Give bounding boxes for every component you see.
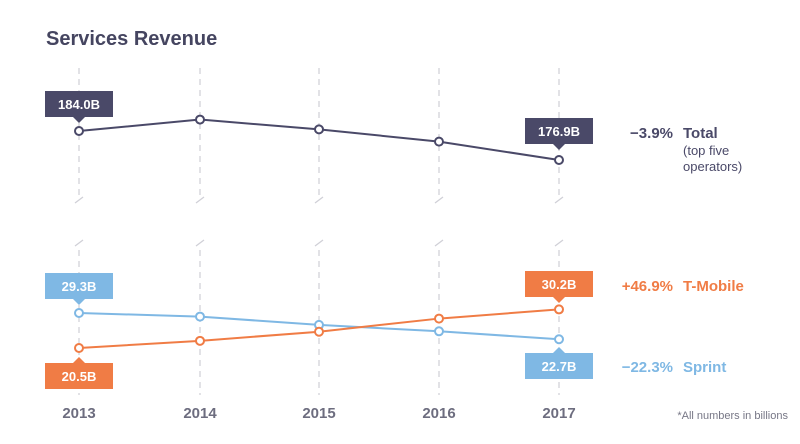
tmobile-start-label-box (45, 363, 113, 389)
total-start-label: 184.0B (58, 97, 100, 112)
axis-break-mark (314, 196, 324, 204)
sprint-point-2017 (554, 334, 564, 345)
axis-break-mark (195, 196, 205, 204)
tmobile-point-2014 (195, 335, 205, 346)
axis-break-mark (314, 239, 324, 247)
axis-break-mark (554, 239, 564, 247)
axis-break-mark (74, 239, 84, 247)
total-sublabel-line1: (top five (683, 143, 729, 158)
x-tick-label: 2017 (542, 405, 575, 422)
total-start-label-pointer (73, 117, 85, 123)
tmobile-end-label-box (525, 271, 593, 297)
sprint-point-2014 (195, 311, 205, 322)
total-point-2013 (74, 126, 84, 136)
sprint-start-label-box (45, 273, 113, 299)
x-tick-label: 2016 (422, 405, 455, 422)
sprint-series-name: Sprint (683, 359, 726, 376)
total-start-label-box (45, 91, 113, 117)
total-point-2014 (195, 114, 205, 125)
sprint-start-label: 29.3B (62, 279, 97, 294)
tmobile-end-label: 30.2B (542, 277, 577, 292)
footnote: *All numbers in billions (677, 410, 788, 422)
total-sublabel-line2: operators) (683, 159, 742, 174)
sprint-end-label-box (525, 353, 593, 379)
sprint-end-label: 22.7B (542, 359, 577, 374)
total-point-2015 (314, 124, 324, 135)
axis-break-mark (74, 196, 84, 204)
tmobile-start-label: 20.5B (62, 369, 97, 384)
total-end-label-box (525, 118, 593, 144)
sprint-point-2016 (434, 326, 444, 337)
axis-break-mark (434, 196, 444, 204)
axis-break-mark (195, 239, 205, 247)
sprint-end-label-pointer (553, 347, 565, 353)
total-change: −3.9% (630, 125, 673, 142)
tmobile-start-label-pointer (73, 357, 85, 363)
x-tick-label: 2015 (302, 405, 335, 422)
total-end-label: 176.9B (538, 124, 580, 139)
sprint-start-label-pointer (73, 299, 85, 305)
axis-break-mark (434, 239, 444, 247)
x-tick-label: 2014 (183, 405, 217, 422)
axis-break-mark (554, 196, 564, 204)
tmobile-point-2015 (314, 326, 324, 337)
tmobile-point-2017 (554, 304, 564, 315)
total-end-label-pointer (553, 144, 565, 150)
tmobile-point-2016 (434, 313, 444, 324)
sprint-change: −22.3% (622, 359, 673, 376)
tmobile-series-name: T-Mobile (683, 278, 744, 295)
sprint-point-2013 (74, 308, 84, 318)
chart-title: Services Revenue (46, 28, 218, 50)
tmobile-point-2013 (74, 343, 84, 353)
tmobile-end-label-pointer (553, 297, 565, 303)
total-series-name: Total (683, 125, 718, 142)
tmobile-change: +46.9% (622, 278, 673, 295)
total-point-2016 (434, 136, 444, 147)
x-tick-label: 2013 (62, 405, 95, 422)
total-point-2017 (554, 155, 564, 165)
